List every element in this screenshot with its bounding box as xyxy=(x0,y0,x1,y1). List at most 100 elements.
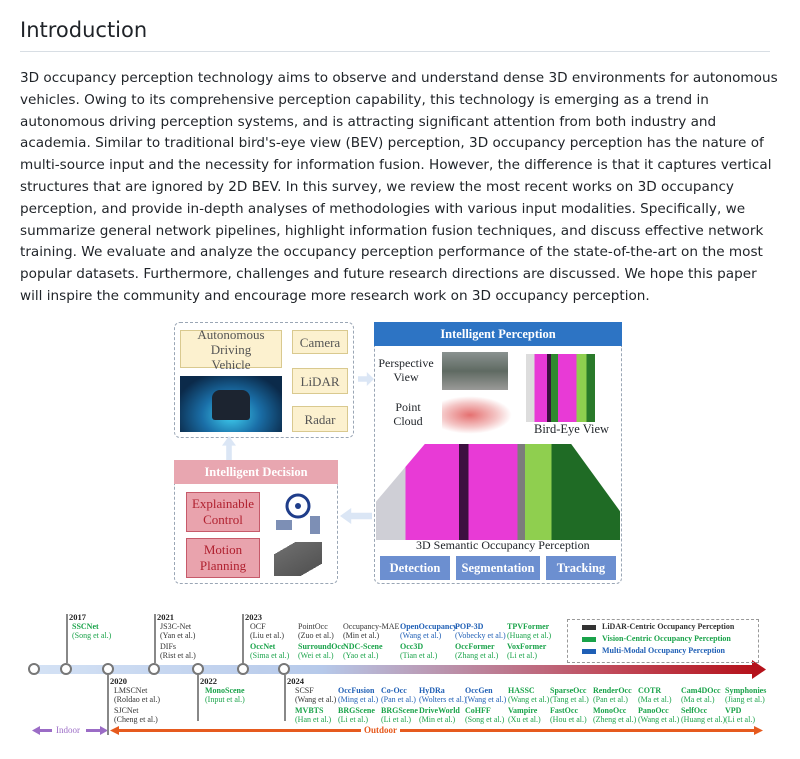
method-author: (Roldao et al.) xyxy=(114,695,160,704)
year-label: 2022 xyxy=(200,676,217,686)
radar-box: Radar xyxy=(292,406,348,432)
method-name: VoxFormer xyxy=(507,642,547,651)
method-author: (Wang et al.) xyxy=(508,695,550,704)
perception-panel xyxy=(374,346,622,584)
method-author: (Li et al.) xyxy=(507,651,537,660)
method-author: (Input et al.) xyxy=(205,695,245,704)
perception-title: Intelligent Perception xyxy=(374,322,622,346)
method-name: BRGScene xyxy=(338,706,375,715)
method-author: (Liu et al.) xyxy=(250,631,284,640)
method-name: SJCNet xyxy=(114,706,139,715)
method-name: Occupancy-MAE xyxy=(343,622,400,631)
legend-label: LiDAR-Centric Occupancy Perception xyxy=(602,622,735,631)
method-name: NDC-Scene xyxy=(343,642,383,651)
legend-swatch xyxy=(582,637,596,642)
method-name: PointOcc xyxy=(298,622,328,631)
tracking-box: Tracking xyxy=(546,556,616,580)
method-author: (Yao et al.) xyxy=(343,651,379,660)
method-author: (Rist et al.) xyxy=(160,651,196,660)
indoor-right-arrowhead xyxy=(100,726,108,735)
year-stem xyxy=(197,675,199,721)
method-author: (Min et al.) xyxy=(419,715,456,724)
method-name: Symphonies xyxy=(725,686,767,695)
decision-panel xyxy=(174,484,338,584)
method-author: (Pan et al.) xyxy=(381,695,416,704)
method-name: SparseOcc xyxy=(550,686,587,695)
method-author: (Ma et al.) xyxy=(681,695,715,704)
timeline-node xyxy=(28,663,40,675)
method-author: (Tang et al.) xyxy=(550,695,589,704)
method-author: (Li et al.) xyxy=(381,715,411,724)
heading-divider xyxy=(20,51,770,52)
timeline-node xyxy=(237,663,249,675)
method-name: Vampire xyxy=(508,706,538,715)
method-name: FastOcc xyxy=(550,706,578,715)
legend-box xyxy=(567,619,759,663)
method-author: (Sima et al.) xyxy=(250,651,290,660)
motion-planning-box: Motion Planning xyxy=(186,538,260,578)
year-label: 2024 xyxy=(287,676,304,686)
camera-box: Camera xyxy=(292,330,348,354)
outdoor-label: Outdoor xyxy=(364,725,398,735)
car-image xyxy=(180,376,282,432)
method-name: Cam4DOcc xyxy=(681,686,721,695)
method-name: OCF xyxy=(250,622,266,631)
method-author: (Zhang et al.) xyxy=(455,651,499,660)
indoor-label: Indoor xyxy=(56,725,80,735)
method-name: SurroundOcc xyxy=(298,642,345,651)
method-author: (Ma et al.) xyxy=(638,695,672,704)
overview-figure: Autonomous Driving Vehicle Camera LiDAR … xyxy=(172,320,624,586)
year-label: 2023 xyxy=(245,612,262,622)
method-author: (Wolters et al.) xyxy=(419,695,467,704)
timeline-node xyxy=(60,663,72,675)
outdoor-right-arrowhead xyxy=(754,726,763,735)
method-author: (Xu et al.) xyxy=(508,715,541,724)
year-label: 2017 xyxy=(69,612,86,622)
method-author: (Ming et al.) xyxy=(338,695,379,704)
method-author: (Zheng et al.) xyxy=(593,715,637,724)
segmentation-box: Segmentation xyxy=(456,556,540,580)
vehicle-box: Autonomous Driving Vehicle xyxy=(180,327,282,372)
year-label: 2020 xyxy=(110,676,127,686)
method-author: (Jiang et al.) xyxy=(725,695,765,704)
method-name: OccFormer xyxy=(455,642,495,651)
method-author: (Zuo et al.) xyxy=(298,631,334,640)
method-name: COTR xyxy=(638,686,662,695)
steering-wheel-icon xyxy=(276,493,320,534)
method-name: MonoScene xyxy=(205,686,245,695)
timeline-bar xyxy=(34,665,754,674)
method-name: OpenOccupancy xyxy=(400,622,457,631)
outdoor-left-arrowhead xyxy=(110,726,119,735)
method-author: (Huang et al.) xyxy=(507,631,552,640)
point-cloud-label: Point Cloud xyxy=(393,400,423,428)
bev-label: Bird-Eye View xyxy=(534,422,610,436)
method-author: (Wei et al.) xyxy=(298,651,334,660)
bev-image xyxy=(526,354,610,422)
vehicle-sensors-panel xyxy=(174,322,354,438)
method-name: TPVFormer xyxy=(507,622,550,631)
method-author: (Cheng et al.) xyxy=(114,715,158,724)
method-author: (Li et al.) xyxy=(725,715,755,724)
year-stem xyxy=(284,675,286,721)
method-name: MVBTS xyxy=(295,706,324,715)
method-name: POP-3D xyxy=(455,622,484,631)
year-stem xyxy=(242,614,244,663)
occupancy-3d-label: 3D Semantic Occupancy Perception xyxy=(416,538,590,552)
outdoor-line-left xyxy=(118,729,361,732)
timeline-node xyxy=(278,663,290,675)
method-name: SCSF xyxy=(295,686,314,695)
method-author: (Song et al.) xyxy=(465,715,505,724)
method-name: OccFusion xyxy=(338,686,375,695)
method-name: OccNet xyxy=(250,642,276,651)
method-name: Occ3D xyxy=(400,642,424,651)
method-name: Co-Occ xyxy=(381,686,407,695)
method-name: BRGScene xyxy=(381,706,418,715)
indoor-left-arrowhead xyxy=(32,726,40,735)
outdoor-line-right xyxy=(400,729,754,732)
method-author: (Song et al.) xyxy=(72,631,112,640)
method-name: RenderOcc xyxy=(593,686,632,695)
explainable-control-box: Explainable Control xyxy=(186,492,260,532)
method-author: (Min et al.) xyxy=(343,631,380,640)
timeline-node xyxy=(148,663,160,675)
method-author: (Wang et al.) xyxy=(295,695,337,704)
